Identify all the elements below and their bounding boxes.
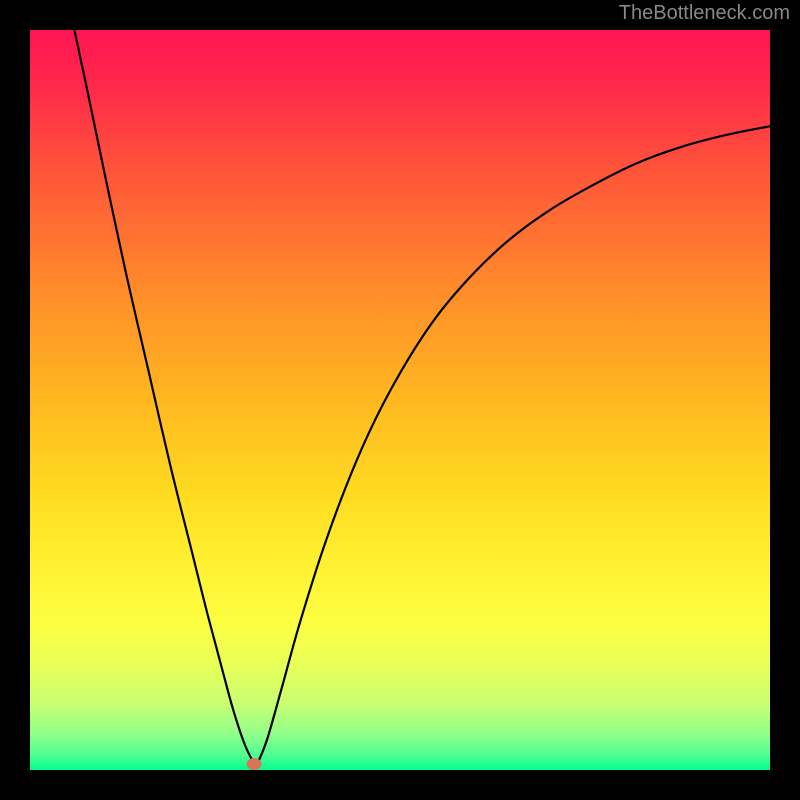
watermark-text: TheBottleneck.com bbox=[619, 2, 790, 25]
curve-layer bbox=[30, 30, 770, 770]
minimum-marker bbox=[247, 758, 262, 770]
plot-area bbox=[30, 30, 770, 770]
curve-left-branch bbox=[74, 30, 254, 764]
chart-frame: TheBottleneck.com bbox=[0, 0, 800, 800]
curve-right-branch bbox=[257, 126, 770, 764]
